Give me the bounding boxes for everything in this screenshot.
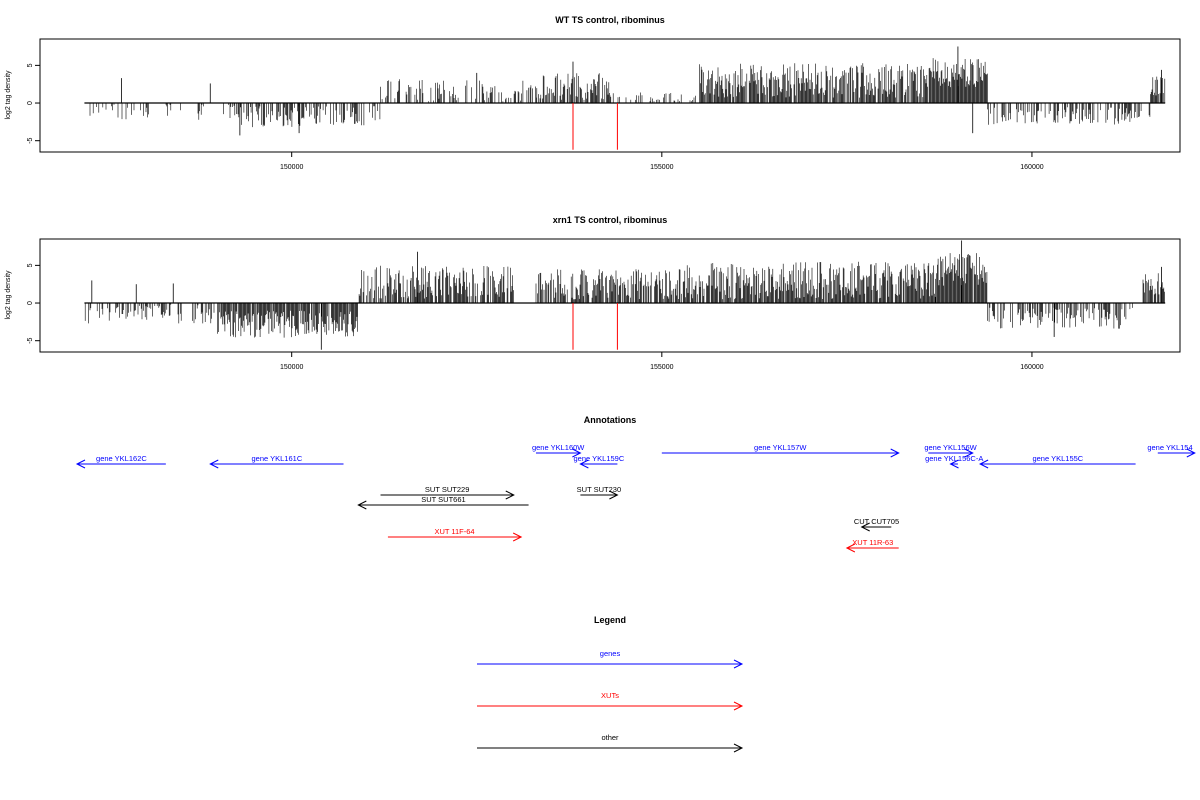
annotations-track: Annotations gene YKL162C gene YKL161Cgene…: [75, 415, 1196, 553]
annotation-feature: gene YKL160W: [532, 443, 585, 458]
feature-label: gene YKL159C: [574, 454, 625, 463]
feature-arrow-arrowhead: [572, 448, 582, 458]
annotation-feature: gene YKL159C: [574, 454, 625, 469]
legend: Legend genes XUTs other: [477, 615, 744, 753]
annotation-feature: SUT SUT230: [577, 485, 621, 500]
y-axis-label: log2 tag density: [5, 70, 12, 120]
x-tick-label: 160000: [1020, 364, 1043, 371]
annotation-feature: gene YKL154: [1147, 443, 1196, 458]
annotation-feature: gene YKL162C: [75, 454, 166, 469]
feature-label: gene YKL154: [1147, 443, 1192, 452]
y-axis-label: log2 tag density: [5, 270, 12, 320]
legend-arrow-arrowhead: [733, 701, 744, 711]
feature-label: SUT SUT229: [425, 485, 469, 494]
legend-label: other: [601, 733, 619, 742]
bar-group: [84, 240, 1166, 350]
annotation-feature: SUT SUT661: [357, 495, 529, 510]
plot-frame: [39, 238, 1181, 353]
plot-frame: [39, 38, 1181, 153]
feature-label: SUT SUT661: [421, 495, 465, 504]
x-tick-label: 155000: [650, 164, 673, 171]
panel-xrn1: xrn1 TS control, ribominus log2 tag dens…: [5, 215, 1181, 371]
panel-title: xrn1 TS control, ribominus: [553, 215, 668, 225]
legend-label: XUTs: [601, 691, 619, 700]
annotation-feature: gene YKL155C: [979, 454, 1136, 469]
feature-arrow-arrowhead: [75, 459, 86, 469]
panel-wt: WT TS control, ribominus log2 tag densit…: [5, 15, 1181, 171]
annotation-feature: XUT 11F-64: [387, 527, 523, 542]
legend-label: genes: [600, 649, 621, 658]
bar-group: [84, 46, 1166, 150]
legend-items: genes XUTs other: [477, 649, 744, 753]
feature-label: gene YKL161C: [252, 454, 303, 463]
axes: 150000 155000 160000 -5 0 5: [27, 263, 1044, 371]
feature-label: XUT 11R-63: [852, 538, 893, 547]
legend-arrow-arrowhead: [733, 659, 744, 669]
feature-label: gene YKL160W: [532, 443, 585, 452]
y-tick-label: 5: [27, 263, 34, 267]
feature-label: XUT 11F-64: [434, 527, 474, 536]
feature-arrow-arrowhead: [964, 448, 974, 458]
feature-label: gene YKL155C: [1032, 454, 1083, 463]
feature-arrow-arrowhead: [209, 459, 219, 469]
feature-arrow-arrowhead: [845, 543, 856, 553]
feature-arrow-arrowhead: [505, 490, 515, 500]
x-tick-label: 160000: [1020, 164, 1043, 171]
annotation-feature: gene YKL157W: [661, 443, 900, 458]
feature-label: gene YKL157W: [754, 443, 807, 452]
x-tick-label: 155000: [650, 364, 673, 371]
legend-arrow-arrowhead: [733, 743, 744, 753]
annotation-feature: gene YKL156W: [924, 443, 978, 458]
y-tick-label: -5: [27, 337, 34, 343]
feature-arrow-arrowhead: [949, 459, 959, 469]
annotation-feature: gene YKL156C-A: [925, 454, 983, 469]
feature-arrow-arrowhead: [579, 459, 589, 469]
panel-title: WT TS control, ribominus: [555, 15, 665, 25]
annotation-feature: CUT CUT705: [854, 517, 899, 532]
annotation-feature: SUT SUT229: [380, 485, 515, 500]
y-tick-label: 5: [27, 63, 34, 67]
feature-label: gene YKL162C: [96, 454, 147, 463]
feature-arrow-arrowhead: [512, 532, 523, 542]
x-tick-label: 150000: [280, 164, 303, 171]
feature-label: gene YKL156C-A: [925, 454, 983, 463]
feature-arrow-arrowhead: [860, 522, 870, 532]
legend-item: XUTs: [477, 691, 744, 711]
annotations-title: Annotations: [584, 415, 637, 425]
feature-label: CUT CUT705: [854, 517, 899, 526]
feature-arrow-arrowhead: [1186, 448, 1196, 458]
feature-arrow-arrowhead: [609, 490, 619, 500]
legend-item: other: [477, 733, 744, 753]
annotation-feature: XUT 11R-63: [845, 538, 899, 553]
feature-arrow-arrowhead: [890, 448, 900, 458]
axes: 150000 155000 160000 -5 0 5: [27, 63, 1044, 171]
legend-item: genes: [477, 649, 744, 669]
feature-label: gene YKL156W: [924, 443, 977, 452]
feature-arrow-arrowhead: [357, 500, 367, 510]
feature-label: SUT SUT230: [577, 485, 621, 494]
annotation-items: gene YKL162C gene YKL161C gene YKL160W gene…: [75, 443, 1196, 553]
y-tick-label: 0: [27, 301, 34, 305]
feature-arrow-arrowhead: [979, 459, 989, 469]
y-tick-label: -5: [27, 137, 34, 143]
annotation-feature: gene YKL161C: [209, 454, 344, 469]
x-tick-label: 150000: [280, 364, 303, 371]
y-tick-label: 0: [27, 101, 34, 105]
legend-title: Legend: [594, 615, 626, 625]
